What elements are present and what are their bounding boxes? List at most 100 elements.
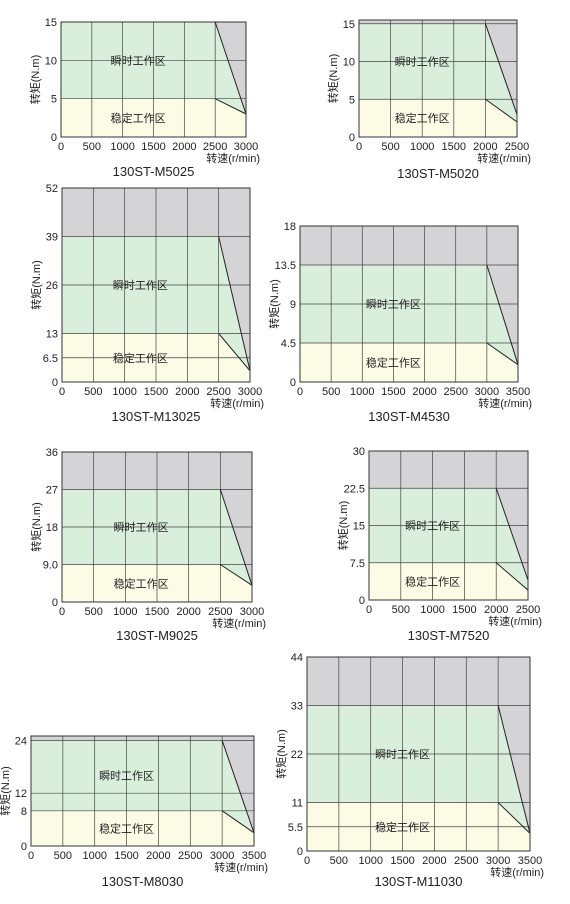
plot-frame bbox=[60, 21, 247, 138]
peak-torque-falloff-line bbox=[497, 705, 531, 834]
y-tick-label: 0 bbox=[51, 132, 57, 144]
x-tick-label: 1500 bbox=[145, 606, 169, 618]
x-tick-label: 2500 bbox=[516, 604, 540, 616]
peak-zone-label: 瞬时工作区 bbox=[366, 298, 421, 311]
x-tick-label: 1500 bbox=[114, 850, 138, 862]
x-tick-label: 500 bbox=[330, 855, 348, 867]
peak-torque-falloff-line bbox=[219, 489, 253, 586]
continuous-zone-label: 稳定工作区 bbox=[395, 111, 450, 125]
x-tick-label: 500 bbox=[381, 141, 399, 153]
x-axis-label: 转速(r/min) bbox=[490, 865, 544, 879]
x-tick-label: 2500 bbox=[443, 386, 467, 398]
x-tick-label: 1500 bbox=[452, 604, 476, 616]
continuous-zone-taper bbox=[485, 99, 517, 137]
y-axis-label: 转矩(N.m) bbox=[336, 501, 350, 551]
x-tick-label: 1000 bbox=[350, 386, 374, 398]
rated-torque-falloff-line bbox=[218, 333, 251, 372]
x-tick-label: 2500 bbox=[203, 141, 227, 153]
y-tick-label: 18 bbox=[284, 221, 296, 233]
x-axis-label: 转速(r/min) bbox=[206, 151, 260, 165]
peak-torque-falloff-line bbox=[486, 264, 519, 365]
x-tick-label: 0 bbox=[59, 606, 65, 618]
peak-zone-label: 瞬时工作区 bbox=[395, 56, 450, 69]
x-tick-label: 0 bbox=[28, 850, 34, 862]
peak-torque-falloff-line bbox=[221, 740, 255, 833]
x-tick-label: 1000 bbox=[112, 386, 136, 398]
y-tick-label: 0 bbox=[290, 377, 296, 389]
x-tick-label: 3000 bbox=[238, 386, 262, 398]
x-tick-label: 1000 bbox=[358, 855, 382, 867]
y-tick-label: 10 bbox=[45, 55, 57, 67]
chart-8: 0 500 1000 1500 2000 2500 3000 3500 0 5.5 11 22 33 44… bbox=[274, 652, 544, 889]
y-tick-label: 0 bbox=[52, 597, 58, 609]
x-tick-label: 500 bbox=[83, 141, 101, 153]
x-tick-label: 3000 bbox=[475, 386, 499, 398]
y-tick-label: 9.0 bbox=[43, 560, 58, 572]
rated-torque-falloff-line bbox=[221, 810, 255, 834]
y-tick-label: 9 bbox=[290, 299, 296, 311]
y-tick-label: 24 bbox=[15, 735, 27, 747]
y-tick-label: 12 bbox=[15, 788, 27, 800]
x-tick-label: 0 bbox=[304, 855, 310, 867]
continuous-zone-label: 稳定工作区 bbox=[113, 351, 168, 365]
x-tick-label: 2500 bbox=[505, 141, 529, 153]
x-tick-label: 3000 bbox=[234, 141, 258, 153]
x-tick-label: 0 bbox=[58, 141, 64, 153]
plot-frame bbox=[368, 450, 529, 601]
continuous-zone-label: 稳定工作区 bbox=[366, 356, 421, 370]
y-tick-label: 44 bbox=[291, 652, 303, 664]
y-tick-label: 0 bbox=[359, 595, 365, 607]
continuous-zone-taper bbox=[215, 98, 246, 137]
y-tick-label: 52 bbox=[46, 183, 58, 195]
y-tick-label: 10 bbox=[343, 57, 355, 69]
rated-torque-falloff-line bbox=[495, 562, 529, 591]
y-axis-label: 转矩(N.m) bbox=[28, 55, 42, 105]
x-axis-label: 转速(r/min) bbox=[488, 614, 542, 628]
x-tick-label: 0 bbox=[366, 604, 372, 616]
chart-4: 0 500 1000 1500 2000 2500 3000 3500 0 4.5 9 13.5 18 瞬… bbox=[267, 221, 532, 424]
x-tick-label: 2000 bbox=[172, 141, 196, 153]
x-tick-label: 500 bbox=[322, 386, 340, 398]
y-tick-label: 5.5 bbox=[288, 822, 303, 834]
y-tick-label: 7.5 bbox=[350, 558, 365, 570]
chart-3: 0 500 1000 1500 2000 2500 3000 0 6.5 13 26 39 52 瞬时工作… bbox=[29, 183, 264, 424]
continuous-zone-label: 稳定工作区 bbox=[114, 576, 169, 590]
x-tick-label: 2500 bbox=[206, 386, 230, 398]
plot-frame bbox=[61, 451, 253, 603]
x-axis-label: 转速(r/min) bbox=[212, 616, 266, 630]
continuous-zone-taper bbox=[486, 343, 518, 382]
chart-title: 130ST-M11030 bbox=[375, 874, 463, 889]
chart-title: 130ST-M7520 bbox=[408, 628, 490, 643]
x-tick-label: 2000 bbox=[175, 386, 199, 398]
y-tick-label: 30 bbox=[353, 446, 365, 458]
chart-title: 130ST-M5020 bbox=[397, 166, 479, 181]
x-tick-label: 1000 bbox=[410, 141, 434, 153]
x-tick-label: 500 bbox=[84, 606, 102, 618]
x-axis-label: 转速(r/min) bbox=[214, 860, 268, 874]
x-tick-label: 0 bbox=[297, 386, 303, 398]
y-tick-label: 22 bbox=[291, 749, 303, 761]
y-tick-label: 36 bbox=[46, 447, 58, 459]
chart-6: 0 500 1000 1500 2000 2500 0 7.5 15 22.5 30 瞬时工作区稳定工… bbox=[336, 446, 542, 643]
rated-torque-falloff-line bbox=[497, 802, 531, 834]
x-tick-label: 1000 bbox=[82, 850, 106, 862]
y-tick-label: 13.5 bbox=[275, 260, 296, 272]
x-tick-label: 3000 bbox=[486, 855, 510, 867]
y-tick-label: 0 bbox=[52, 377, 58, 389]
y-axis-label: 转矩(N.m) bbox=[29, 502, 43, 552]
y-tick-label: 26 bbox=[46, 280, 58, 292]
x-tick-label: 3500 bbox=[242, 850, 266, 862]
peak-torque-falloff-line bbox=[218, 236, 251, 371]
x-tick-label: 2000 bbox=[484, 604, 508, 616]
x-axis-label: 转速(r/min) bbox=[477, 151, 531, 165]
x-tick-label: 3000 bbox=[240, 606, 264, 618]
x-tick-label: 1500 bbox=[442, 141, 466, 153]
y-axis-label: 转矩(N.m) bbox=[274, 729, 288, 779]
peak-zone-label: 瞬时工作区 bbox=[114, 521, 169, 534]
x-tick-label: 1500 bbox=[381, 386, 405, 398]
peak-torque-falloff-line bbox=[495, 488, 529, 581]
x-axis-label: 转速(r/min) bbox=[210, 396, 264, 410]
x-tick-label: 1500 bbox=[390, 855, 414, 867]
